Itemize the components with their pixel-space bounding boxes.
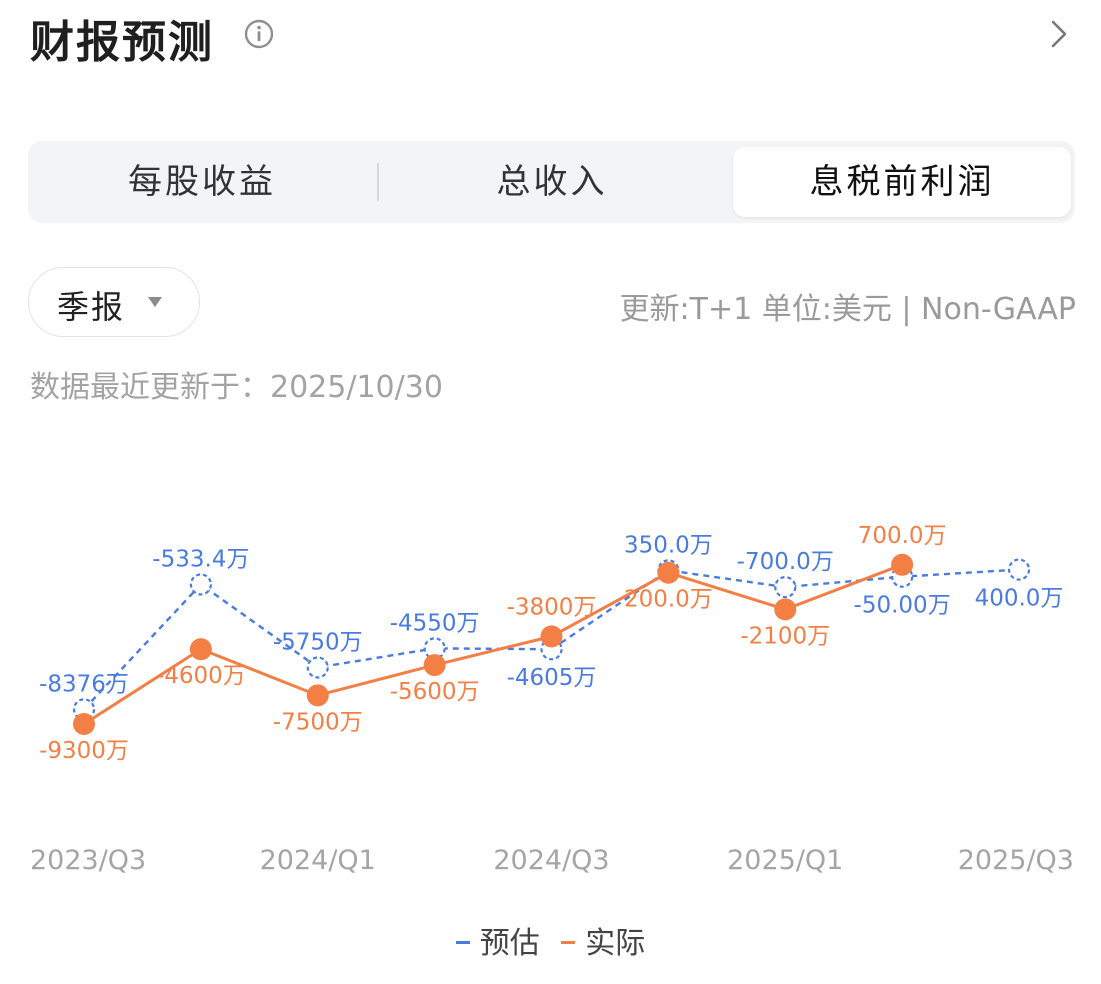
legend-estimate-label: 预估 — [479, 926, 540, 961]
actual-label-2025/Q2: 700.0万 — [858, 523, 947, 549]
actual-point-2024/Q4 — [657, 561, 680, 584]
metric-tabs: 每股收益 总收入 息税前利润 — [28, 141, 1075, 223]
estimate-label-2025/Q1: -700.0万 — [737, 549, 834, 575]
actual-point-2023/Q3 — [73, 713, 95, 735]
period-selector[interactable]: 季报 — [28, 267, 200, 337]
header: 财报预测 — [30, 4, 1071, 68]
estimate-label-2023/Q3: -8376万 — [39, 671, 129, 697]
chart-legend: 预估 实际 — [0, 918, 1101, 962]
estimate-point-2023/Q4 — [189, 573, 212, 596]
ebit-forecast-chart: -8376万 -533.4万 -5750万 -4550万 -4605万 350.0万 -70… — [30, 523, 1074, 876]
x-tick-label-2024/Q1: 2024/Q1 — [260, 845, 376, 876]
actual-label-2024/Q3: -3800万 — [507, 594, 597, 620]
tab-eps[interactable]: 每股收益 — [128, 162, 276, 202]
actual-point-2024/Q1 — [306, 684, 329, 707]
actual-point-2023/Q4 — [189, 638, 212, 661]
actual-point-2025/Q2 — [891, 553, 914, 576]
estimate-label-2025/Q3: 400.0万 — [975, 586, 1064, 612]
x-tick-label-2025/Q3: 2025/Q3 — [958, 845, 1074, 876]
estimate-point-2025/Q3 — [1007, 558, 1031, 581]
actual-label-2025/Q1: -2100万 — [740, 623, 830, 649]
actual-label-2024/Q2: -5600万 — [390, 679, 480, 705]
unit-info: 更新:T+1 单位:美元 | Non-GAAP — [619, 292, 1076, 327]
legend-item-estimate[interactable]: 预估 — [455, 918, 540, 962]
actual-point-2025/Q1 — [774, 598, 797, 621]
estimate-label-2025/Q2: -50.00万 — [854, 593, 951, 619]
tab-ebit[interactable]: 息税前利润 — [733, 147, 1071, 217]
legend-actual-label: 实际 — [585, 926, 646, 961]
actual-label-2023/Q3: -9300万 — [39, 738, 129, 764]
estimate-label-2023/Q4: -533.4万 — [152, 546, 249, 572]
actual-label-2024/Q1: -7500万 — [273, 709, 363, 735]
estimate-point-2024/Q1 — [306, 656, 329, 679]
legend-actual-swatch — [561, 941, 576, 944]
x-tick-label-2024/Q3: 2024/Q3 — [493, 845, 609, 876]
period-label: 季报 — [57, 288, 126, 326]
tab-divider — [377, 163, 379, 201]
legend-estimate-swatch — [455, 941, 470, 944]
actual-label-2024/Q4: 200.0万 — [624, 587, 713, 613]
x-tick-label-2023/Q3: 2023/Q3 — [30, 845, 146, 876]
page-title: 财报预测 — [30, 17, 214, 68]
estimate-label-2024/Q1: -5750万 — [273, 629, 363, 655]
info-icon[interactable] — [244, 19, 274, 49]
tab-revenue[interactable]: 总收入 — [496, 162, 608, 202]
legend-item-actual[interactable]: 实际 — [561, 918, 645, 962]
chevron-right-icon[interactable] — [1047, 16, 1071, 52]
caret-down-icon — [148, 297, 162, 307]
update-date: 数据最近更新于：2025/10/30 — [30, 370, 443, 405]
actual-label-2023/Q4: -4600万 — [156, 663, 246, 689]
actual-point-2024/Q2 — [423, 654, 446, 677]
x-tick-label-2025/Q1: 2025/Q1 — [727, 845, 843, 876]
estimate-point-2025/Q1 — [774, 575, 797, 599]
estimate-label-2024/Q3: -4605万 — [507, 665, 597, 691]
actual-point-2024/Q3 — [540, 625, 563, 648]
estimate-label-2024/Q2: -4550万 — [390, 610, 480, 636]
estimate-label-2024/Q4: 350.0万 — [624, 532, 713, 558]
actual-series-line — [83, 563, 903, 726]
